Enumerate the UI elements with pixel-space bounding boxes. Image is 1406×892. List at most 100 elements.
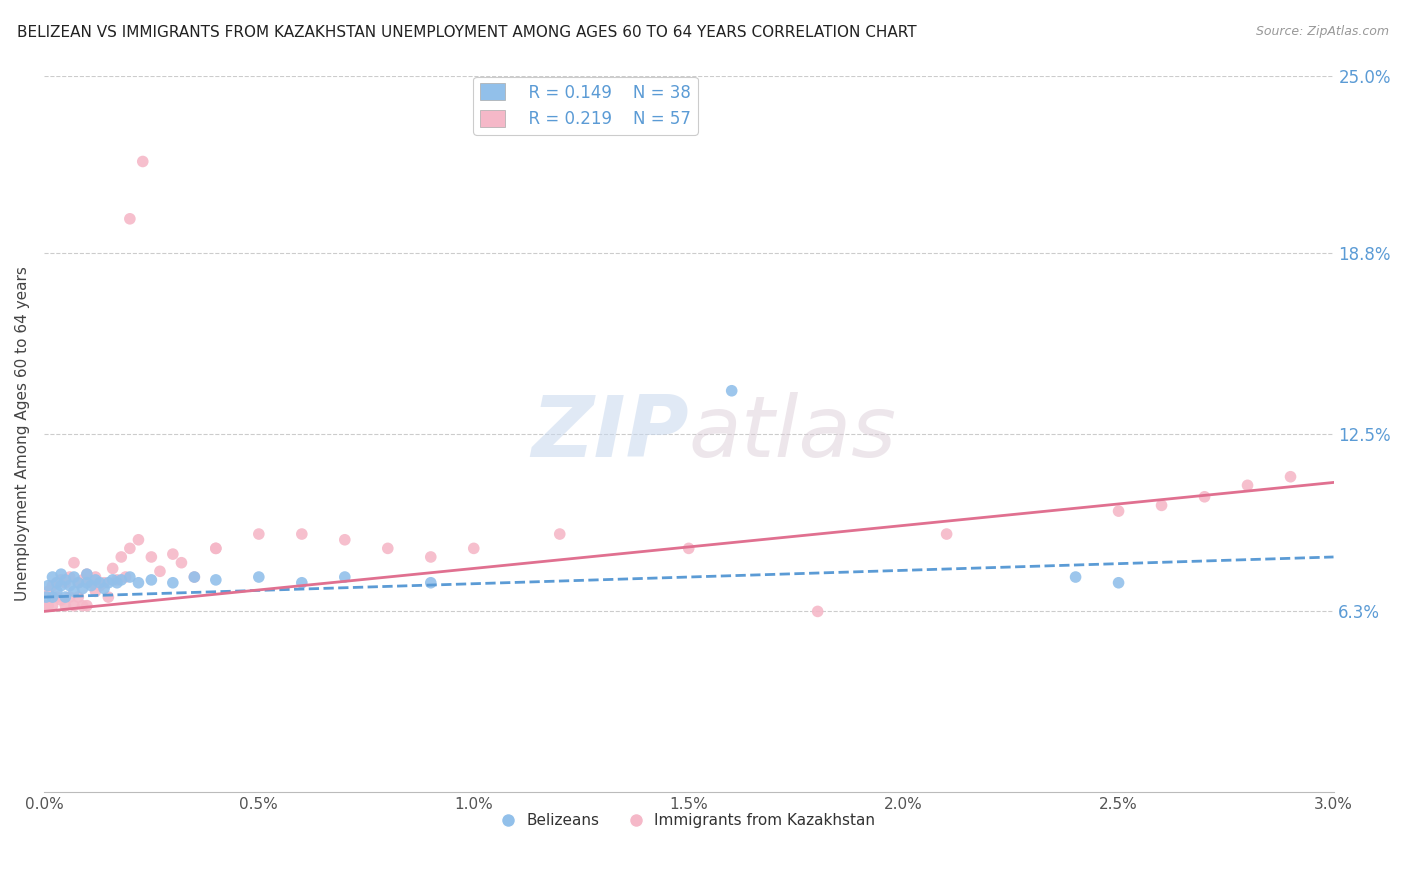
Point <box>247 570 270 584</box>
Point <box>63 599 86 613</box>
Point <box>35 599 58 613</box>
Point <box>1194 490 1216 504</box>
Point <box>807 604 830 618</box>
Point <box>37 579 59 593</box>
Point <box>84 573 107 587</box>
Point <box>72 573 94 587</box>
Point <box>333 533 356 547</box>
Point <box>45 575 67 590</box>
Point <box>127 533 149 547</box>
Point <box>118 211 141 226</box>
Point <box>84 570 107 584</box>
Point <box>49 579 72 593</box>
Point <box>80 579 103 593</box>
Text: BELIZEAN VS IMMIGRANTS FROM KAZAKHSTAN UNEMPLOYMENT AMONG AGES 60 TO 64 YEARS CO: BELIZEAN VS IMMIGRANTS FROM KAZAKHSTAN U… <box>17 25 917 40</box>
Point <box>76 599 98 613</box>
Text: Source: ZipAtlas.com: Source: ZipAtlas.com <box>1256 25 1389 38</box>
Point <box>97 575 120 590</box>
Point <box>72 582 94 596</box>
Point <box>59 579 82 593</box>
Point <box>162 547 184 561</box>
Point <box>1108 575 1130 590</box>
Point <box>76 567 98 582</box>
Point <box>55 573 77 587</box>
Point <box>183 570 205 584</box>
Point <box>55 590 77 604</box>
Point <box>76 575 98 590</box>
Point <box>97 590 120 604</box>
Point <box>89 579 111 593</box>
Point <box>162 575 184 590</box>
Legend: Belizeans, Immigrants from Kazakhstan: Belizeans, Immigrants from Kazakhstan <box>496 807 882 835</box>
Point <box>59 590 82 604</box>
Point <box>935 527 957 541</box>
Point <box>49 593 72 607</box>
Point <box>183 570 205 584</box>
Point <box>333 570 356 584</box>
Point <box>84 584 107 599</box>
Point <box>37 599 59 613</box>
Point <box>678 541 700 556</box>
Point <box>170 556 193 570</box>
Point <box>114 570 136 584</box>
Point <box>35 590 58 604</box>
Point <box>141 549 163 564</box>
Point <box>548 527 571 541</box>
Point <box>49 573 72 587</box>
Point <box>93 575 115 590</box>
Point <box>67 575 90 590</box>
Point <box>101 561 124 575</box>
Point <box>80 575 103 590</box>
Point <box>41 590 63 604</box>
Point <box>1279 469 1302 483</box>
Point <box>1236 478 1258 492</box>
Text: atlas: atlas <box>689 392 897 475</box>
Point <box>63 584 86 599</box>
Point <box>141 573 163 587</box>
Y-axis label: Unemployment Among Ages 60 to 64 years: Unemployment Among Ages 60 to 64 years <box>15 267 30 601</box>
Point <box>45 575 67 590</box>
Point <box>132 154 155 169</box>
Point <box>291 527 314 541</box>
Point <box>110 549 132 564</box>
Point <box>1150 499 1173 513</box>
Point <box>67 590 90 604</box>
Point <box>110 573 132 587</box>
Point <box>55 599 77 613</box>
Point <box>67 575 90 590</box>
Point <box>105 573 128 587</box>
Point <box>118 570 141 584</box>
Point <box>291 575 314 590</box>
Point <box>37 584 59 599</box>
Point <box>149 564 172 578</box>
Point <box>59 570 82 584</box>
Point <box>377 541 399 556</box>
Point <box>419 549 441 564</box>
Point <box>101 573 124 587</box>
Point <box>105 575 128 590</box>
Text: ZIP: ZIP <box>531 392 689 475</box>
Point <box>45 590 67 604</box>
Point <box>1108 504 1130 518</box>
Point <box>63 556 86 570</box>
Point <box>89 575 111 590</box>
Point <box>41 579 63 593</box>
Point <box>41 570 63 584</box>
Point <box>45 584 67 599</box>
Point <box>49 567 72 582</box>
Point <box>463 541 485 556</box>
Point <box>205 573 228 587</box>
Point <box>205 541 228 556</box>
Point <box>93 582 115 596</box>
Point <box>247 527 270 541</box>
Point <box>72 599 94 613</box>
Point <box>118 541 141 556</box>
Point <box>41 599 63 613</box>
Point <box>63 570 86 584</box>
Point <box>76 567 98 582</box>
Point <box>720 384 742 398</box>
Point <box>419 575 441 590</box>
Point <box>55 575 77 590</box>
Point <box>1064 570 1087 584</box>
Point <box>205 541 228 556</box>
